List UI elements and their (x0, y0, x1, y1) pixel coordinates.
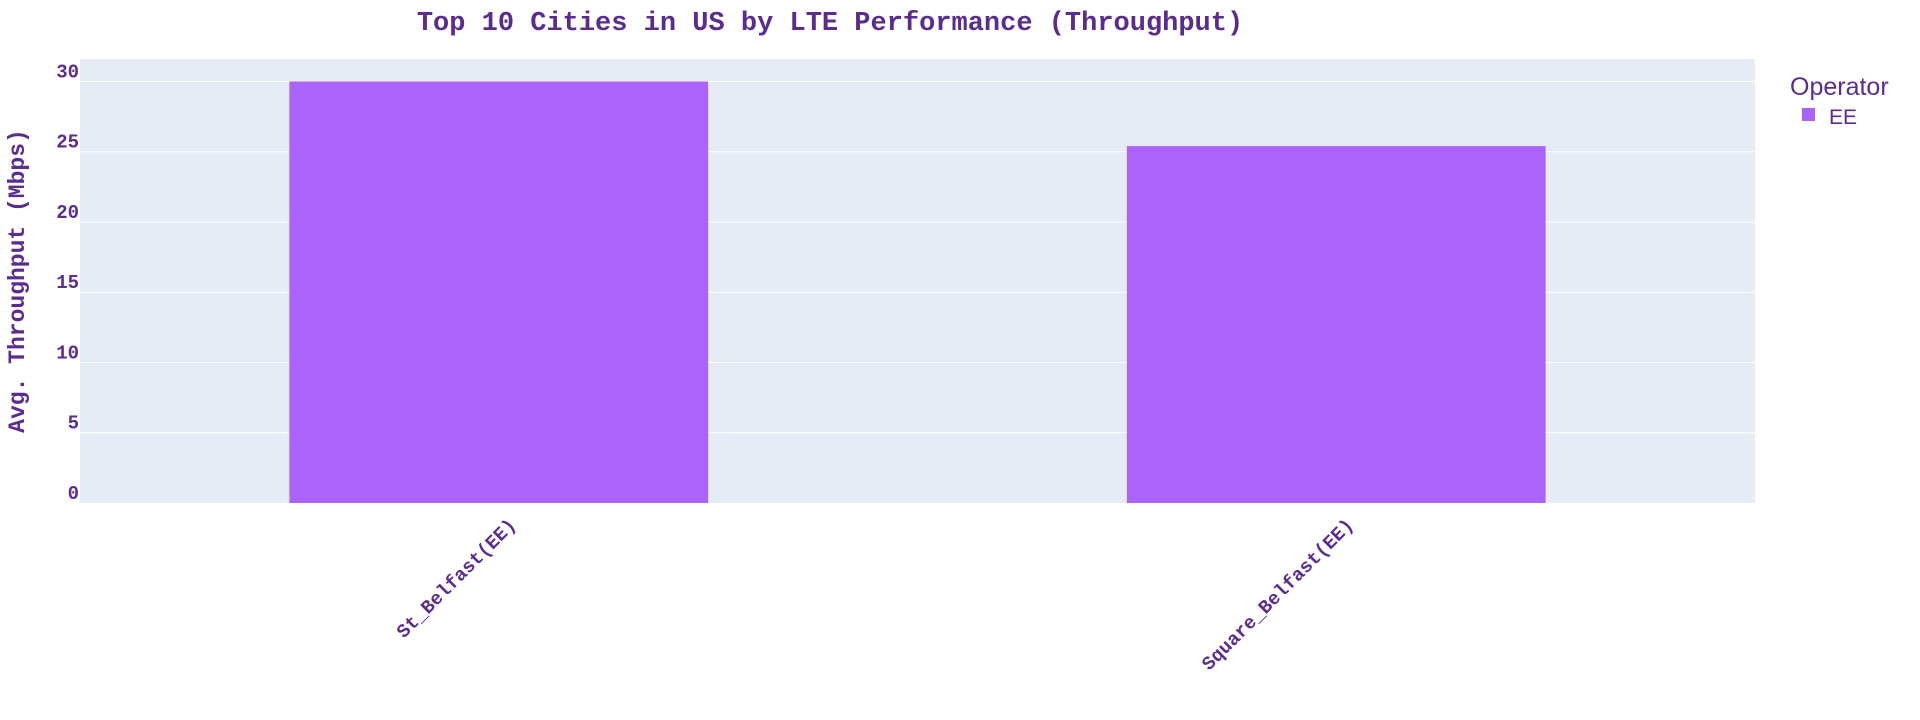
y-tick-label: 15 (56, 272, 79, 294)
y-tick-label: 20 (56, 202, 79, 224)
legend-title: Operator (1790, 73, 1889, 101)
bar-0[interactable] (289, 81, 709, 503)
y-tick-label: 5 (68, 413, 79, 435)
x-tick-label: St_Belfast(EE) (393, 515, 521, 643)
legend-swatch-ee[interactable] (1802, 108, 1815, 121)
y-axis-label: Avg. Throughput (Mbps) (5, 129, 31, 433)
x-axis-ticks: St_Belfast(EE) Square_Belfast(EE) (393, 515, 1359, 676)
y-axis-ticks: 0 5 10 15 20 25 30 (56, 61, 79, 505)
bars (289, 81, 1546, 503)
bar-1[interactable] (1126, 146, 1546, 503)
y-tick-label: 25 (56, 132, 79, 154)
y-tick-label: 0 (68, 483, 79, 505)
x-tick-label: Square_Belfast(EE) (1198, 515, 1359, 676)
y-tick-label: 10 (56, 342, 79, 364)
legend-item-ee[interactable]: EE (1829, 106, 1857, 129)
chart-title: Top 10 Cities in US by LTE Performance (… (417, 9, 1243, 39)
y-tick-label: 30 (56, 61, 79, 83)
legend[interactable]: Operator EE (1790, 73, 1889, 129)
